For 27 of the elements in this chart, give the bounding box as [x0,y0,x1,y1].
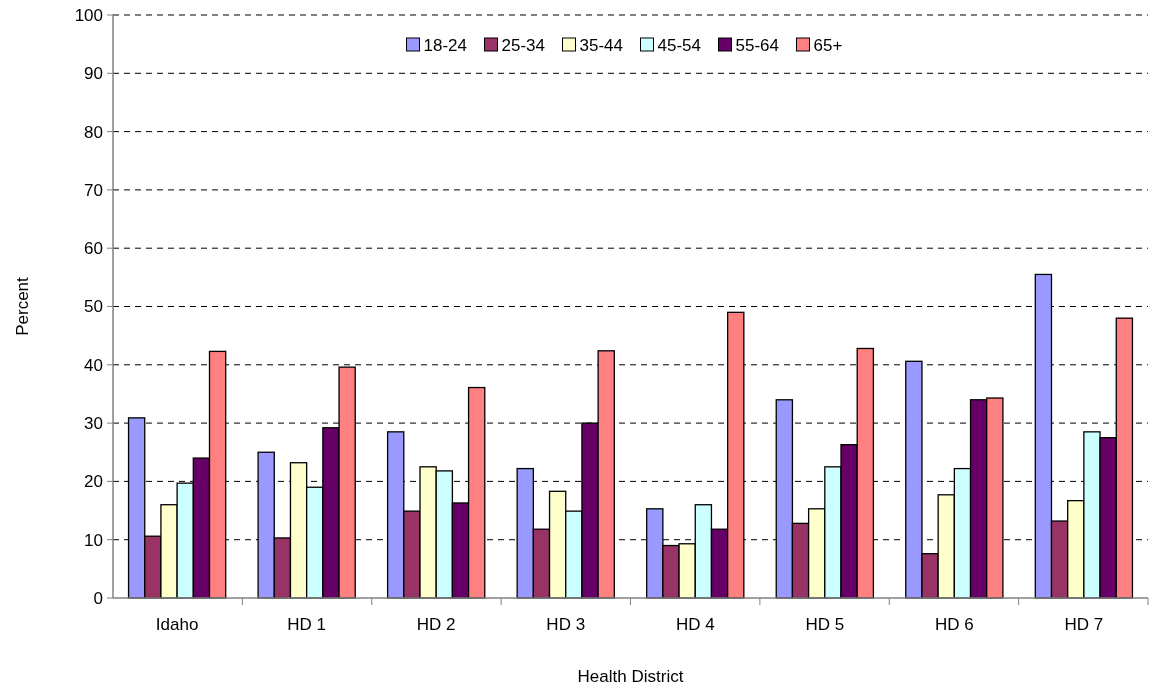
x-tick-label: Idaho [155,615,199,634]
x-tick-label: HD 5 [805,615,845,634]
x-tick-label: HD 2 [416,615,456,634]
y-tick-label: 0 [93,588,103,608]
x-axis-title: Health District [577,667,684,686]
y-tick-label: 80 [84,122,103,142]
y-axis-title: Percent [13,276,32,336]
y-tick-label: 10 [84,530,103,550]
x-tick-label: HD 7 [1064,615,1104,634]
legend-label: 65+ [813,35,843,55]
x-tick-label: HD 1 [287,615,327,634]
y-tick-label: 40 [84,355,103,375]
x-tick-label: HD 3 [546,615,586,634]
y-tick-label: 20 [84,472,103,492]
legend-label: 35-44 [579,35,623,55]
x-tick-label: HD 4 [675,615,715,634]
y-tick-label: 100 [74,5,103,25]
y-tick-label: 30 [84,414,103,434]
y-tick-label: 60 [84,239,103,259]
y-tick-label: 90 [84,64,103,84]
x-tick-label: HD 6 [934,615,974,634]
legend-label: 55-64 [735,35,779,55]
y-tick-label: 50 [84,297,103,317]
legend-label: 45-54 [657,35,701,55]
legend-label: 18-24 [423,35,467,55]
y-tick-label: 70 [84,180,103,200]
legend-label: 25-34 [501,35,545,55]
